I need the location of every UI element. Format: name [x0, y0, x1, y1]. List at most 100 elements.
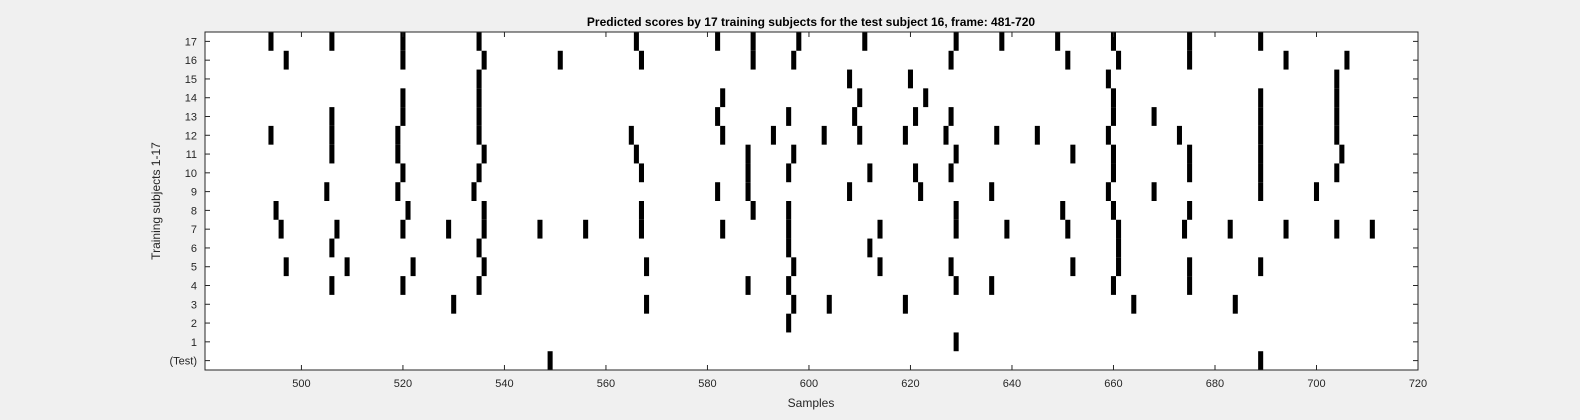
- x-tick-label: 700: [1307, 378, 1325, 390]
- event-mark: [1258, 351, 1264, 370]
- event-mark: [395, 144, 401, 164]
- event-mark: [715, 107, 721, 126]
- event-mark: [633, 32, 639, 51]
- y-axis-label: Training subjects 1-17: [149, 142, 163, 260]
- event-mark: [1258, 107, 1264, 126]
- event-mark: [826, 294, 832, 314]
- event-mark: [791, 294, 797, 314]
- event-mark: [994, 125, 1000, 145]
- event-mark: [446, 219, 452, 239]
- event-mark: [953, 219, 959, 239]
- event-mark: [1176, 125, 1182, 145]
- event-mark: [1116, 219, 1122, 239]
- x-tick-label: 540: [495, 378, 513, 390]
- event-mark: [1110, 88, 1116, 108]
- event-mark: [400, 219, 406, 239]
- event-mark: [1187, 257, 1193, 277]
- event-mark: [476, 107, 482, 126]
- event-mark: [1070, 257, 1076, 277]
- event-mark: [1110, 276, 1116, 295]
- event-mark: [1283, 219, 1289, 239]
- event-mark: [1369, 219, 1375, 239]
- event-mark: [628, 125, 634, 145]
- event-mark: [405, 201, 411, 220]
- event-mark: [481, 50, 487, 70]
- event-mark: [1232, 294, 1238, 314]
- x-tick-label: 560: [597, 378, 615, 390]
- y-tick-label: 3: [191, 299, 197, 311]
- event-mark: [720, 88, 726, 108]
- event-mark: [1151, 107, 1157, 126]
- y-tick-label: 9: [191, 187, 197, 199]
- event-mark: [283, 257, 289, 277]
- y-tick-label: 11: [186, 149, 197, 161]
- y-tick-label: 7: [191, 224, 197, 236]
- event-mark: [1055, 32, 1061, 51]
- event-mark: [1110, 144, 1116, 164]
- y-tick-label: 8: [191, 205, 197, 217]
- event-mark: [923, 88, 929, 108]
- y-tick-label: 6: [191, 243, 197, 255]
- event-mark: [1116, 238, 1122, 258]
- event-mark: [471, 182, 477, 201]
- event-mark: [745, 182, 751, 201]
- event-mark: [1065, 219, 1071, 239]
- event-mark: [907, 69, 913, 89]
- event-mark: [857, 125, 863, 145]
- event-mark: [1131, 294, 1137, 314]
- event-mark: [283, 50, 289, 70]
- y-tick-label: 12: [185, 130, 197, 142]
- event-mark: [400, 88, 406, 108]
- event-mark: [913, 163, 919, 183]
- event-mark: [786, 219, 792, 239]
- event-mark: [715, 32, 721, 51]
- event-mark: [918, 182, 924, 201]
- event-mark: [400, 276, 406, 295]
- event-mark: [638, 201, 644, 220]
- event-mark: [476, 69, 482, 89]
- x-tick-label: 680: [1206, 378, 1224, 390]
- event-mark: [1034, 125, 1040, 145]
- event-mark: [1182, 219, 1188, 239]
- event-mark: [750, 50, 756, 70]
- event-mark: [329, 238, 335, 258]
- event-mark: [953, 144, 959, 164]
- event-mark: [400, 32, 406, 51]
- event-mark: [1105, 69, 1111, 89]
- event-mark: [273, 201, 279, 220]
- event-mark: [324, 182, 330, 201]
- event-mark: [1258, 32, 1264, 51]
- event-mark: [867, 163, 873, 183]
- event-mark: [745, 144, 751, 164]
- event-mark: [638, 163, 644, 183]
- event-mark: [877, 257, 883, 277]
- event-mark: [400, 107, 406, 126]
- event-mark: [476, 125, 482, 145]
- event-mark: [791, 50, 797, 70]
- event-mark: [329, 107, 335, 126]
- event-mark: [948, 257, 954, 277]
- event-mark: [329, 144, 335, 164]
- event-mark: [1283, 50, 1289, 70]
- y-tick-label: 16: [185, 55, 197, 67]
- event-mark: [481, 144, 487, 164]
- event-mark: [877, 219, 883, 239]
- event-mark: [796, 32, 802, 51]
- event-mark: [633, 144, 639, 164]
- event-mark: [715, 182, 721, 201]
- event-mark: [786, 313, 792, 333]
- y-tick-label: (Test): [170, 356, 198, 368]
- event-mark: [481, 219, 487, 239]
- event-mark: [786, 107, 792, 126]
- event-mark: [476, 32, 482, 51]
- event-mark: [1258, 144, 1264, 164]
- event-mark: [1334, 69, 1340, 89]
- x-tick-label: 660: [1104, 378, 1122, 390]
- event-mark: [791, 257, 797, 277]
- event-mark: [943, 125, 949, 145]
- event-mark: [1187, 276, 1193, 295]
- event-mark: [1110, 107, 1116, 126]
- event-mark: [1334, 219, 1340, 239]
- event-mark: [999, 32, 1005, 51]
